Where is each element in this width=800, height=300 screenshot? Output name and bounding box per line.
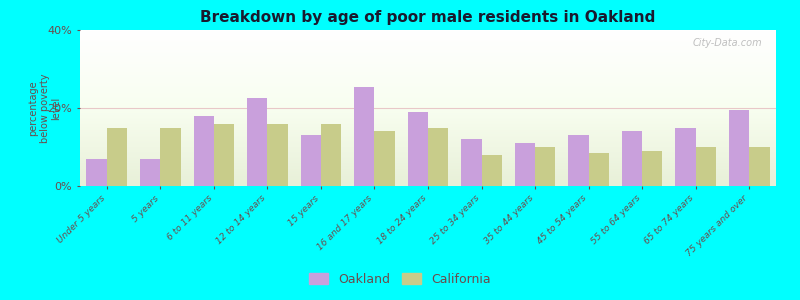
Bar xyxy=(622,131,642,186)
Bar xyxy=(408,112,428,186)
Legend: Oakland, California: Oakland, California xyxy=(304,268,496,291)
Bar xyxy=(675,128,696,186)
Bar xyxy=(482,155,502,186)
Bar xyxy=(642,151,662,186)
Bar xyxy=(729,110,750,186)
Bar xyxy=(160,128,181,186)
Bar xyxy=(428,128,448,186)
Bar xyxy=(86,159,106,186)
Title: Breakdown by age of poor male residents in Oakland: Breakdown by age of poor male residents … xyxy=(200,10,656,25)
Bar xyxy=(696,147,716,186)
Bar xyxy=(568,135,589,186)
Bar xyxy=(301,135,321,186)
Bar xyxy=(140,159,160,186)
Bar xyxy=(247,98,267,186)
Bar xyxy=(194,116,214,186)
Bar xyxy=(461,139,482,186)
Bar xyxy=(267,124,288,186)
Bar xyxy=(589,153,609,186)
Y-axis label: percentage
below poverty
level: percentage below poverty level xyxy=(28,73,62,143)
Text: City-Data.com: City-Data.com xyxy=(693,38,762,48)
Bar xyxy=(106,128,127,186)
Bar xyxy=(514,143,535,186)
Bar xyxy=(214,124,234,186)
Bar xyxy=(750,147,770,186)
Bar xyxy=(374,131,395,186)
Bar xyxy=(354,86,374,186)
Bar xyxy=(321,124,342,186)
Bar xyxy=(535,147,555,186)
